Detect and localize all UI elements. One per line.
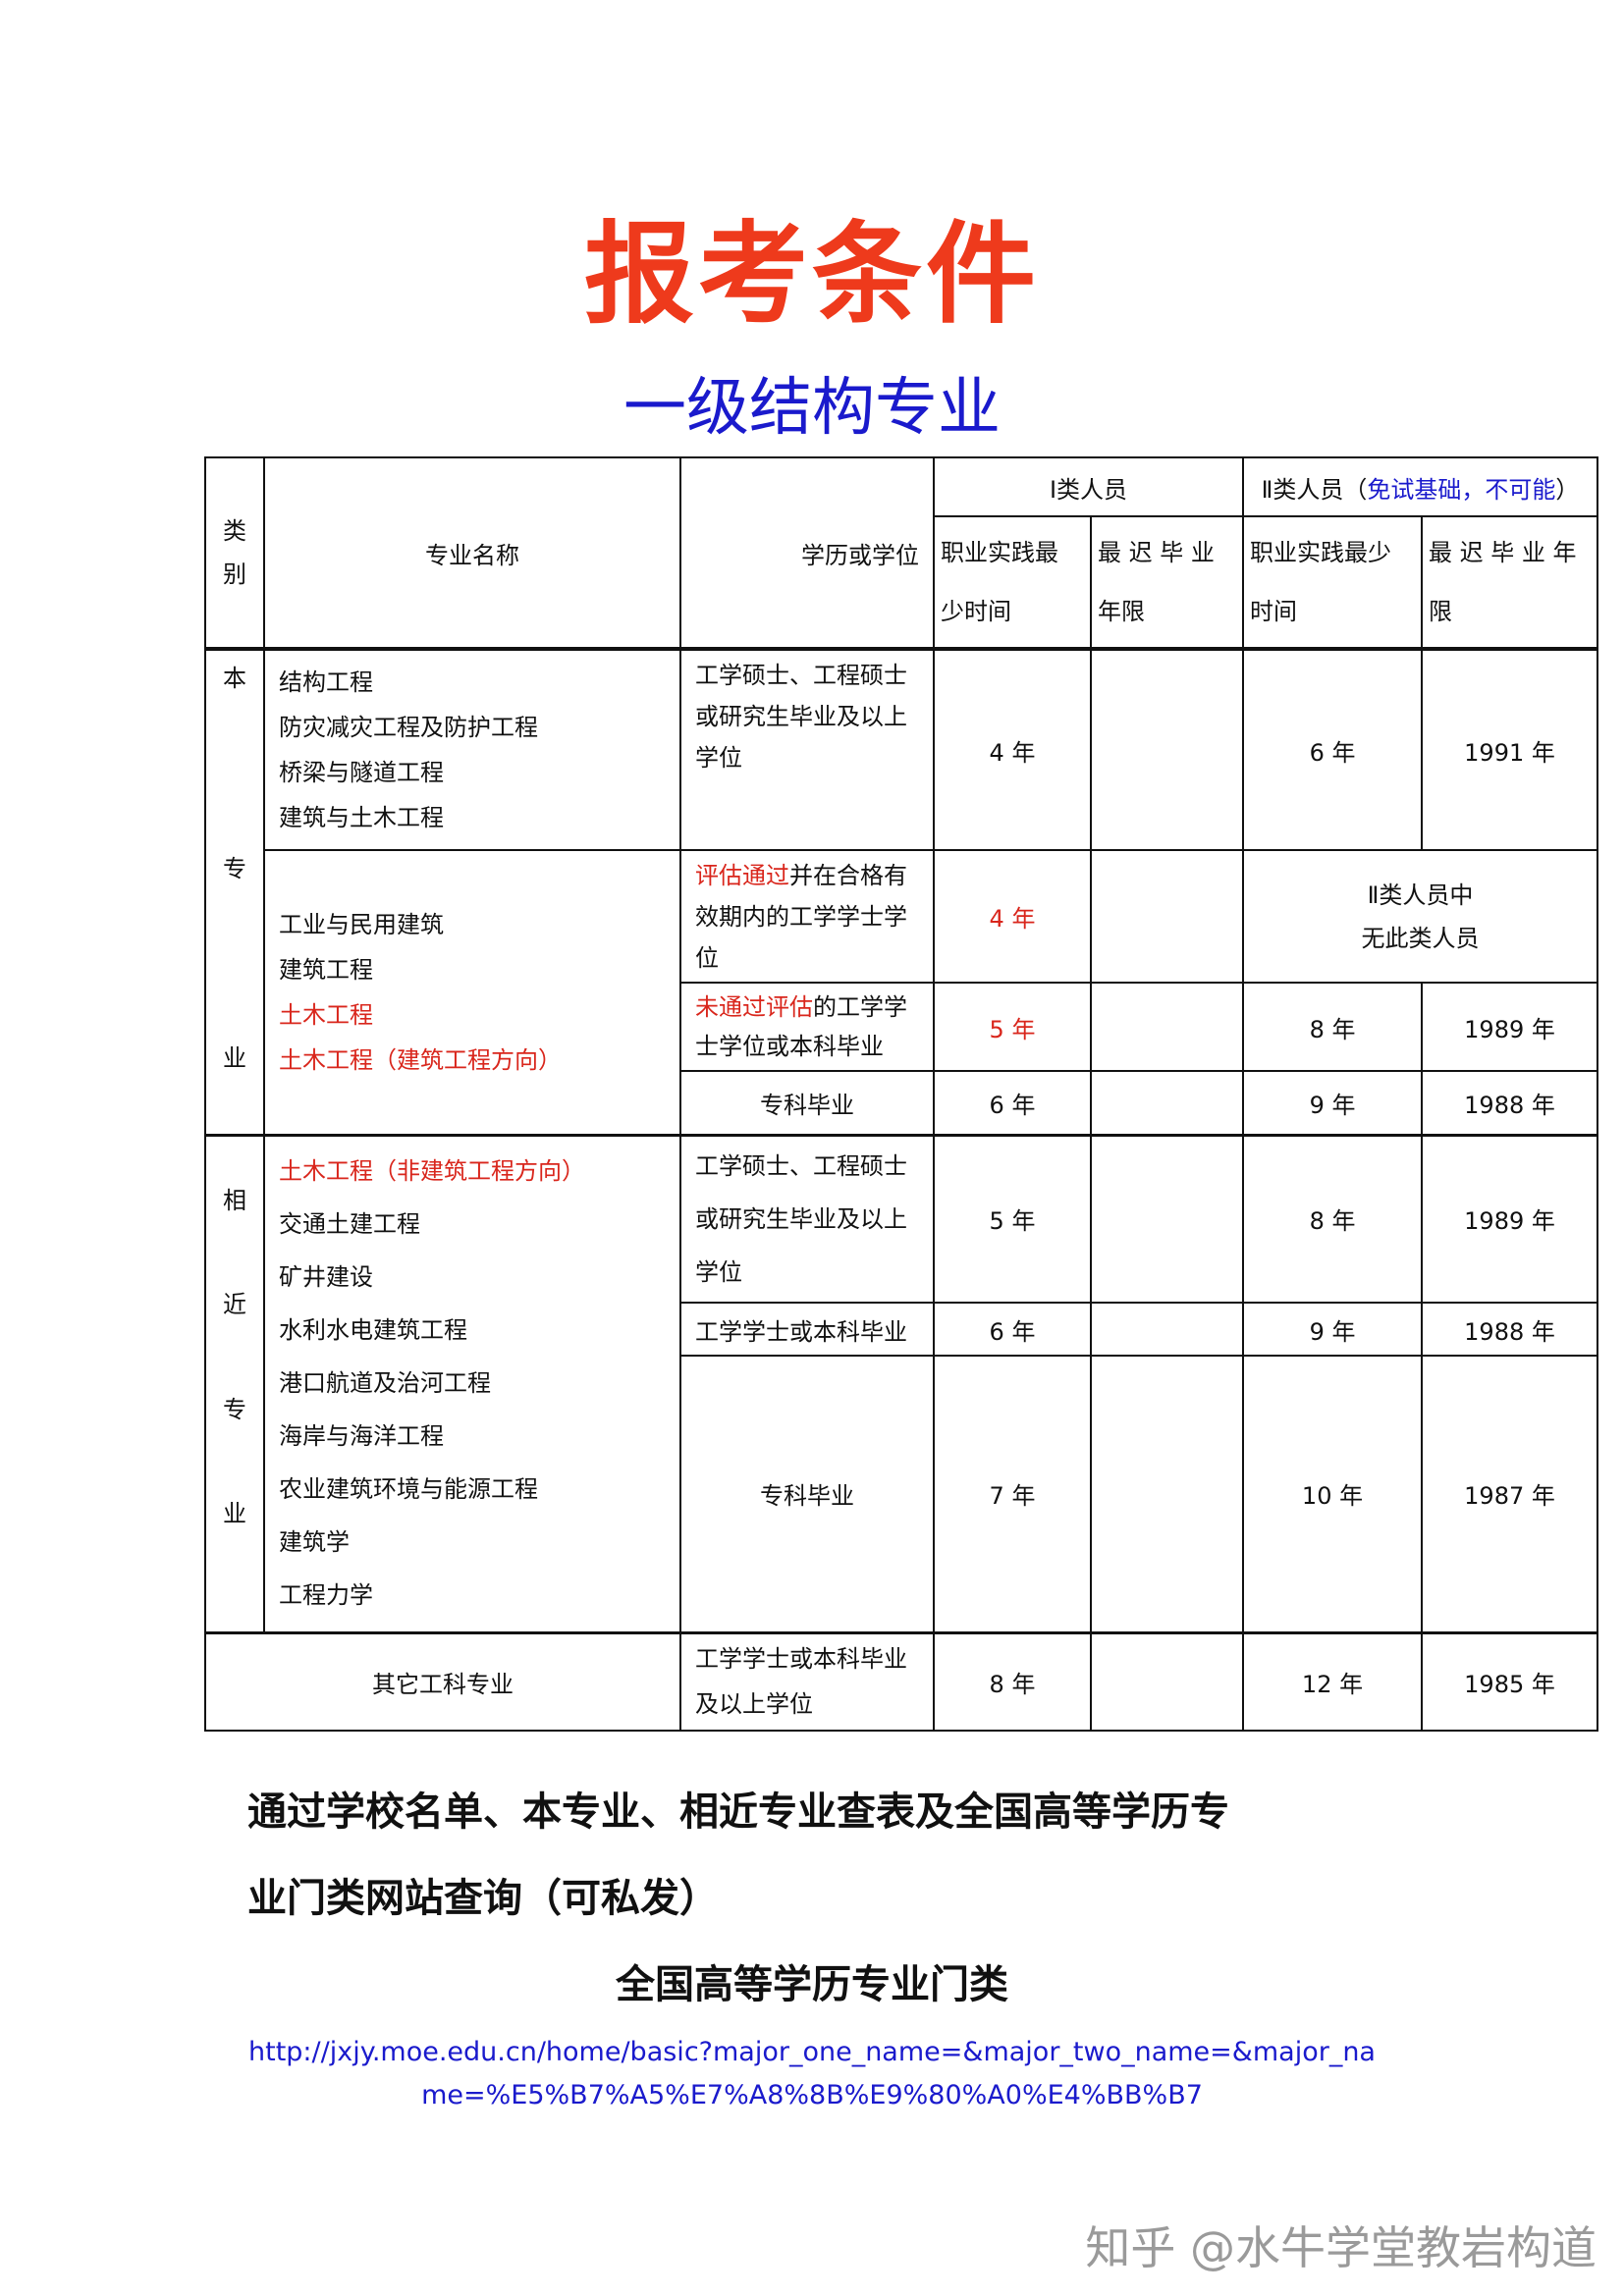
latest-grad-2: 1985 年 [1421, 1631, 1599, 1732]
edu-cell: 专科毕业 [679, 1355, 935, 1634]
latest-grad-2: 1991 年 [1421, 648, 1599, 851]
watermark: 知乎 @水牛学堂教岩构道 [1085, 2221, 1597, 2274]
own-majors-group-a: 结构工程 防灾减灾工程及防护工程 桥梁与隧道工程 建筑与土木工程 [263, 648, 681, 851]
edu-cell: 评估通过并在合格有效期内的工学学士学位 [679, 849, 935, 984]
edu-cell: 未通过评估的工学学士学位或本科毕业 [679, 982, 935, 1072]
practice-time-1: 7 年 [933, 1355, 1092, 1634]
practice-time-1: 5 年 [933, 982, 1092, 1072]
edu-cell: 工学硕士、工程硕士或研究生毕业及以上学位 [679, 648, 935, 851]
latest-grad-2: 1987 年 [1421, 1355, 1599, 1634]
own-major-label: 本专业 [204, 648, 265, 1137]
edu-cell: 工学学士或本科毕业及以上学位 [679, 1631, 935, 1732]
latest-grad-1 [1089, 1302, 1245, 1357]
practice-time-2: 9 年 [1242, 1302, 1424, 1357]
header-latest-grad-1: 最 迟 毕 业年限 [1089, 515, 1245, 651]
note-line-2: 业门类网站查询（可私发） [247, 1876, 719, 1921]
practice-time-2: 8 年 [1242, 1134, 1424, 1304]
practice-time-1: 6 年 [933, 1070, 1092, 1137]
practice-time-2: 10 年 [1242, 1355, 1424, 1634]
latest-grad-1 [1089, 982, 1245, 1072]
requirements-table: 类别 专业名称 学历或学位 Ⅰ类人员 Ⅱ类人员（免试基础，不可能） 职业实践最少… [204, 456, 1599, 1732]
practice-time-1: 6 年 [933, 1302, 1092, 1357]
related-major-label: 相近专业 [204, 1134, 265, 1634]
practice-time-2: 8 年 [1242, 982, 1424, 1072]
practice-time-2: 6 年 [1242, 648, 1424, 851]
related-majors: 土木工程（非建筑工程方向） 交通土建工程 矿井建设 水利水电建筑工程 港口航道及治河工程… [263, 1134, 681, 1634]
latest-grad-1 [1089, 849, 1245, 984]
practice-time-1: 8 年 [933, 1631, 1092, 1732]
latest-grad-2: 1988 年 [1421, 1302, 1599, 1357]
header-practice-time-1: 职业实践最 少时间 [933, 515, 1092, 651]
other-majors: 其它工科专业 [204, 1631, 681, 1732]
latest-grad-2: 1989 年 [1421, 1134, 1599, 1304]
latest-grad-1 [1089, 1134, 1245, 1304]
practice-time-1: 4 年 [933, 648, 1092, 851]
page-subtitle: 一级结构专业 [623, 372, 1001, 445]
header-class1: Ⅰ类人员 [932, 456, 1245, 517]
header-practice-time-2: 职业实践最少 时间 [1242, 515, 1424, 651]
header-latest-grad-2: 最 迟 毕 业 年限 [1421, 515, 1599, 651]
catalog-url-line-2[interactable]: me=%E5%B7%A5%E7%A8%8B%E9%80%A0%E4%BB%B7 [421, 2080, 1203, 2110]
class2-none-note: Ⅱ类人员中 无此类人员 [1242, 849, 1599, 984]
catalog-title: 全国高等学历专业门类 [616, 1962, 1008, 2007]
practice-time-2: 12 年 [1242, 1631, 1424, 1732]
latest-grad-1 [1089, 1070, 1245, 1137]
catalog-url-line-1[interactable]: http://jxjy.moe.edu.cn/home/basic?major_… [248, 2037, 1376, 2067]
page-title: 报考条件 [584, 211, 1040, 339]
own-majors-group-b: 工业与民用建筑 建筑工程 土木工程 土木工程（建筑工程方向） [263, 849, 681, 1137]
header-class2: Ⅱ类人员（免试基础，不可能） [1242, 456, 1599, 517]
edu-cell: 工学学士或本科毕业 [679, 1302, 935, 1357]
note-line-1: 通过学校名单、本专业、相近专业查表及全国高等学历专 [247, 1789, 1229, 1835]
header-education: 学历或学位 [679, 456, 935, 651]
edu-cell: 专科毕业 [679, 1070, 935, 1137]
latest-grad-1 [1089, 1631, 1245, 1732]
practice-time-2: 9 年 [1242, 1070, 1424, 1137]
latest-grad-1 [1089, 1355, 1245, 1634]
header-category: 类别 [204, 456, 265, 651]
header-major: 专业名称 [263, 456, 681, 651]
practice-time-1: 4 年 [933, 849, 1092, 984]
latest-grad-2: 1989 年 [1421, 982, 1599, 1072]
latest-grad-2: 1988 年 [1421, 1070, 1599, 1137]
edu-cell: 工学硕士、工程硕士或研究生毕业及以上学位 [679, 1134, 935, 1304]
practice-time-1: 5 年 [933, 1134, 1092, 1304]
latest-grad-1 [1089, 648, 1245, 851]
